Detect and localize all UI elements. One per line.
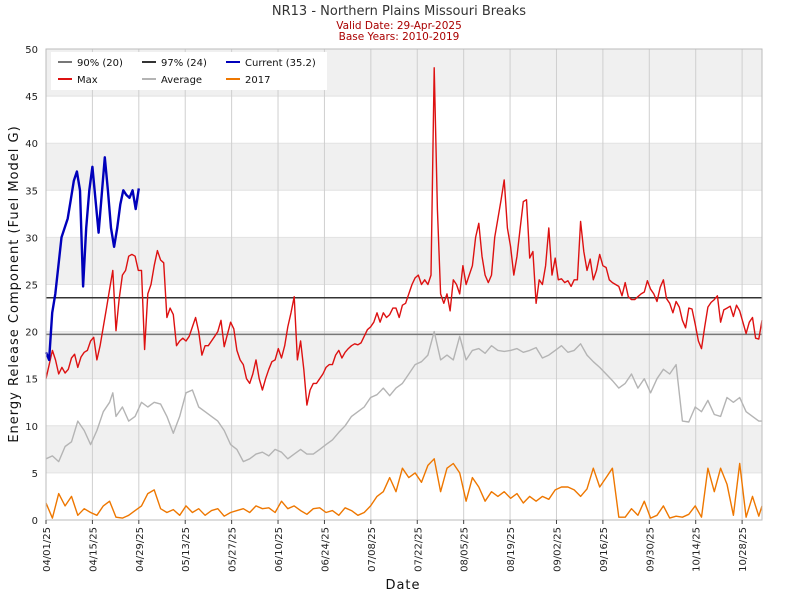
x-axis-ticks: 04/01/25 04/15/25 04/29/25 05/13/25 05/27/25… [42,520,749,572]
y-tick-label: 20 [25,328,38,339]
chart-legend: 90% (20) 97% (24) Current (35.2) Max Ave… [51,52,327,90]
series-line-2017 [45,458,763,519]
legend-label-90pct: 90% (20) [77,58,123,69]
x-tick-label: 07/08/25 [367,527,378,572]
legend-label-max: Max [77,75,98,86]
x-tick-label: 04/15/25 [88,527,99,572]
x-tick-label: 04/29/25 [135,527,146,572]
y-tick-label: 50 [25,45,38,56]
x-axis-title: Date [385,578,420,593]
band-25-30 [46,237,762,285]
series-line-max [45,67,763,406]
y-axis-title: Energy Release Component (Fuel Model G) [7,125,22,442]
band-35-40 [46,143,762,191]
chart-subtitle-valid-date: Valid Date: 29-Apr-2025 [336,20,462,32]
x-tick-label: 10/14/25 [692,527,703,572]
chart-subtitle-base-years: Base Years: 2010-2019 [339,31,460,43]
series-line-average [45,330,762,463]
x-tick-label: 05/27/25 [228,527,239,572]
x-tick-label: 09/30/25 [645,527,656,572]
band-10-15 [46,378,762,426]
x-tick-label: 06/24/25 [320,527,331,572]
legend-label-average: Average [161,75,202,86]
band-15-20 [46,331,762,379]
x-tick-label: 08/19/25 [506,527,517,572]
x-tick-label: 04/01/25 [42,527,53,572]
band-5-10 [46,425,762,473]
legend-label-current: Current (35.2) [245,58,316,69]
series-line-current-35-2 [44,156,140,362]
y-tick-label: 10 [25,422,38,433]
y-tick-label: 0 [32,516,38,527]
x-tick-label: 08/05/25 [460,527,471,572]
band-0-5 [46,472,762,520]
y-tick-label: 30 [25,233,38,244]
y-tick-label: 5 [32,469,38,480]
y-tick-label: 45 [25,92,38,103]
chart-title: NR13 - Northern Plains Missouri Breaks [272,4,526,19]
legend-background [51,52,327,90]
y-tick-label: 40 [25,139,38,150]
series-lines [44,67,763,519]
plot-frame [45,48,763,521]
x-tick-label: 09/02/25 [552,527,563,572]
x-tick-label: 07/22/25 [413,527,424,572]
band-20-25 [46,284,762,332]
y-tick-label: 35 [25,186,38,197]
band-30-35 [46,190,762,238]
x-tick-label: 05/13/25 [181,527,192,572]
y-tick-label: 15 [25,375,38,386]
y-tick-label: 25 [25,281,38,292]
x-tick-label: 09/16/25 [599,527,610,572]
x-tick-label: 06/10/25 [274,527,285,572]
legend-label-97pct: 97% (24) [161,58,207,69]
band-40-45 [46,96,762,144]
y-axis-ticks: 0 5 10 15 20 25 30 35 40 45 50 [25,45,38,527]
x-tick-label: 10/28/25 [738,527,749,572]
legend-label-2017: 2017 [245,75,270,86]
